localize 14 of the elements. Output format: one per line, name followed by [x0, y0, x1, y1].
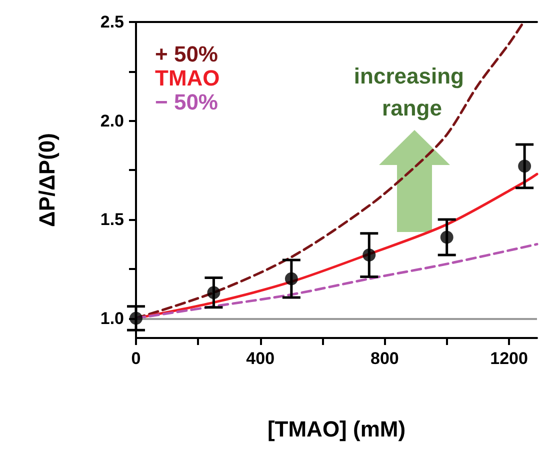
x-tick-label: 400: [246, 349, 275, 368]
x-tick-label: 800: [370, 349, 399, 368]
y-tick-label: 2.5: [100, 12, 124, 32]
annotation: increasing range: [354, 64, 470, 120]
y-tick-label: 1.5: [100, 210, 124, 229]
y-tick-label: 1.0: [100, 308, 124, 328]
text: + 50%: [155, 42, 218, 66]
y-axis-title: ΔP/ΔP(0): [34, 133, 60, 227]
x-tick-label: 0: [131, 349, 141, 368]
text: − 50%: [155, 90, 218, 114]
text: TMAO: [155, 66, 220, 90]
x-axis-title: [TMAO] (mM): [267, 416, 406, 442]
y-tick-label: 2.0: [100, 111, 124, 130]
x-tick-label: 1200: [490, 349, 528, 368]
